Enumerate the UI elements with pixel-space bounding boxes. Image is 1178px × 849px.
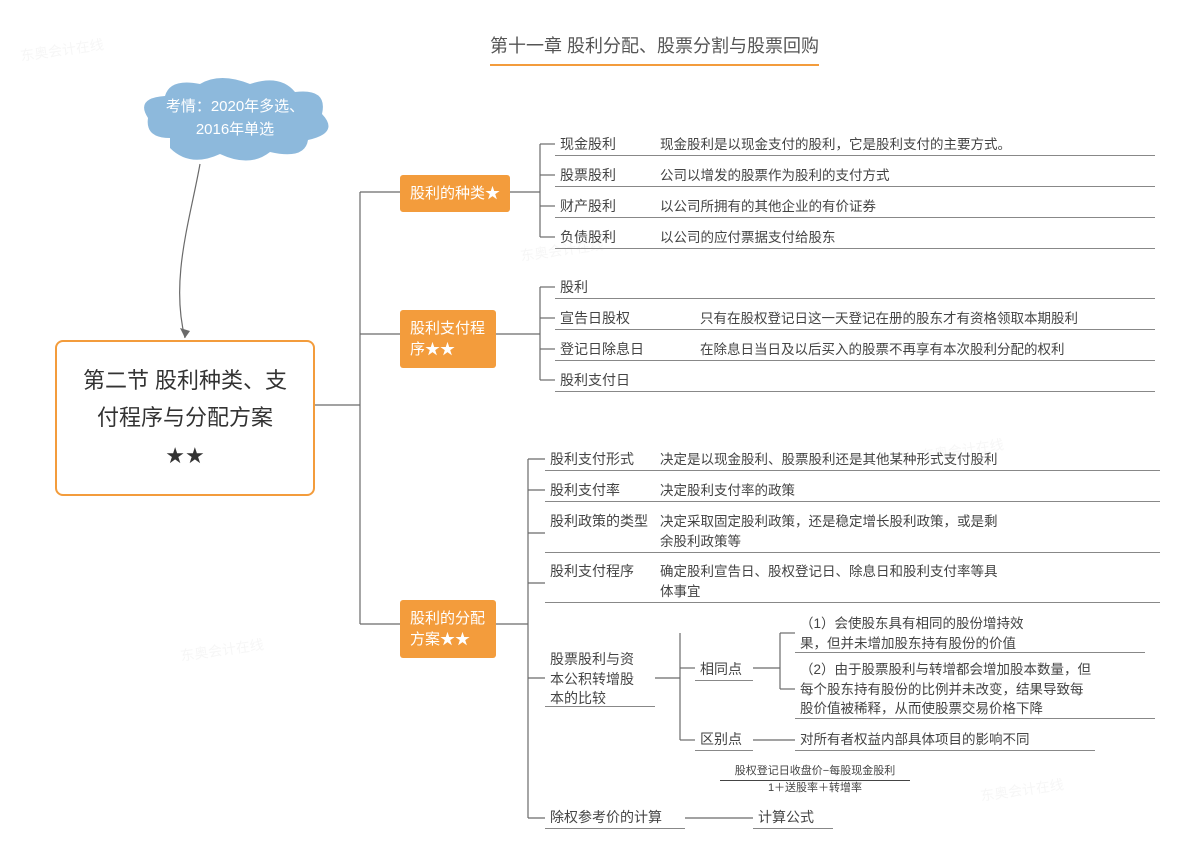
b1-leaf-desc: 以公司所拥有的其他企业的有价证券 <box>660 197 876 217</box>
underline <box>555 217 1155 218</box>
b3-leaf-label: 股利支付率 <box>550 481 660 501</box>
b3-same-label: 相同点 <box>700 660 742 680</box>
b3-calc-label: 除权参考价的计算 <box>550 808 662 828</box>
b3-leaf-desc: 决定采取固定股利政策，还是稳定增长股利政策，或是剩余股利政策等 <box>660 512 1160 551</box>
b1-leaf-desc: 公司以增发的股票作为股利的支付方式 <box>660 166 890 186</box>
underline <box>545 470 1160 471</box>
root-node: 第二节 股利种类、支 付程序与分配方案 ★★ <box>55 340 315 496</box>
underline <box>545 552 1160 553</box>
cloud-line1: 考情：2020年多选、 <box>166 98 304 115</box>
b3-calc-formula-label: 计算公式 <box>758 808 814 828</box>
cloud-line2: 2016年单选 <box>196 121 274 138</box>
underline <box>695 680 753 681</box>
b1-leaf-label: 现金股利 <box>560 135 616 155</box>
branch-payment-procedure: 股利支付程序★★ <box>400 310 496 368</box>
b3-leaf-label: 股利支付程序 <box>550 562 660 582</box>
underline <box>555 248 1155 249</box>
b3-leaf-label: 股利政策的类型 <box>550 512 660 532</box>
b3-leaf-desc: 决定是以现金股利、股票股利还是其他某种形式支付股利 <box>660 450 1160 470</box>
branch-distribution-plan: 股利的分配方案★★ <box>400 600 496 658</box>
underline <box>555 155 1155 156</box>
b2-leaf-desc: 只有在股权登记日这一天登记在册的股东才有资格领取本期股利 <box>700 309 1078 329</box>
b3-leaf-label: 股利支付形式 <box>550 450 660 470</box>
underline <box>555 298 1155 299</box>
b3-same-desc1: （1）会使股东具有相同的股份增持效 果，但并未增加股东持有股份的价值 <box>800 614 1080 653</box>
underline <box>555 329 1155 330</box>
b1-leaf-label: 财产股利 <box>560 197 616 217</box>
underline <box>545 501 1160 502</box>
b3-diff-label: 区别点 <box>700 730 742 750</box>
underline <box>795 750 1095 751</box>
b2-leaf-label: 宣告日股权 <box>560 309 630 329</box>
b2-leaf-desc: 在除息日当日及以后买入的股票不再享有本次股利分配的权利 <box>700 340 1065 360</box>
b3-leaf-desc: 决定股利支付率的政策 <box>660 481 1160 501</box>
branch-dividend-types: 股利的种类★ <box>400 175 510 212</box>
b3-same-desc2: （2）由于股票股利与转增都会增加股本数量，但 每个股东持有股份的比例并未改变，结… <box>800 660 1140 719</box>
underline <box>555 186 1155 187</box>
underline <box>545 828 685 829</box>
b2-leaf-label: 股利 <box>560 278 588 298</box>
b3-compare-label: 股票股利与资 本公积转增股 本的比较 <box>550 650 650 709</box>
exam-note-cloud: 考情：2020年多选、 2016年单选 <box>140 78 330 158</box>
underline <box>555 360 1155 361</box>
underline <box>753 828 833 829</box>
underline <box>555 391 1155 392</box>
b3-calc-formula: 股权登记日收盘价−每股现金股利 1＋送股率＋转增率 <box>720 764 910 797</box>
b1-leaf-desc: 以公司的应付票据支付给股东 <box>660 228 836 248</box>
b3-diff-desc: 对所有者权益内部具体项目的影响不同 <box>800 730 1030 750</box>
b2-leaf-label: 股利支付日 <box>560 371 630 391</box>
b2-leaf-label: 登记日除息日 <box>560 340 644 360</box>
b1-leaf-label: 股票股利 <box>560 166 616 186</box>
b1-leaf-desc: 现金股利是以现金支付的股利，它是股利支付的主要方式。 <box>660 135 1011 155</box>
b1-leaf-label: 负债股利 <box>560 228 616 248</box>
b3-leaf-desc: 确定股利宣告日、股权登记日、除息日和股利支付率等具体事宜 <box>660 562 1160 601</box>
underline <box>695 750 753 751</box>
underline <box>545 602 1160 603</box>
